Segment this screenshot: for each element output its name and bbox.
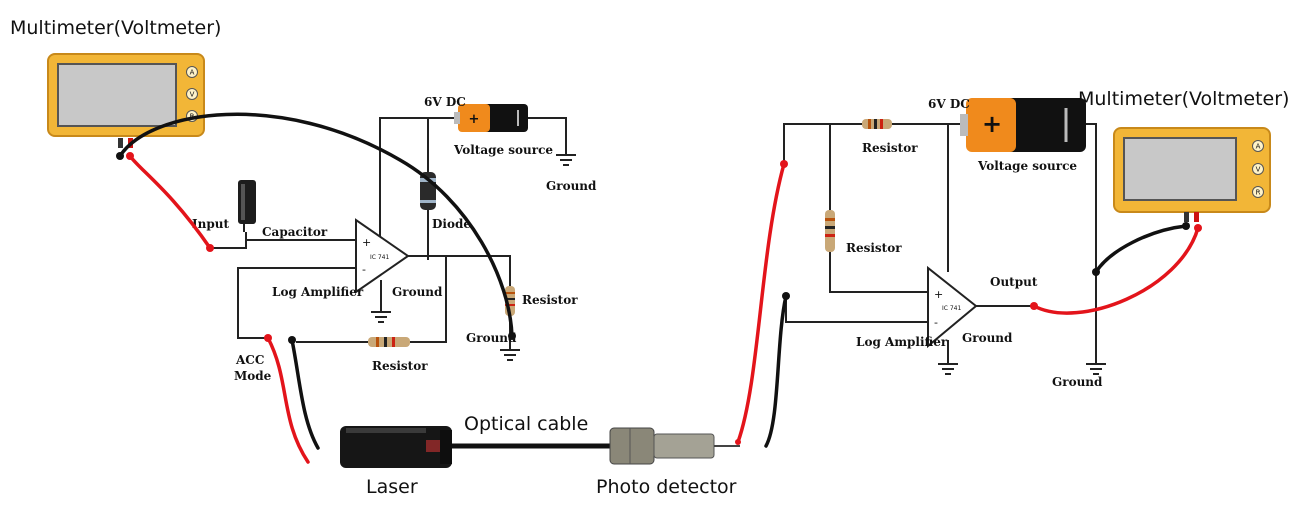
opamp-minus-sign: - <box>934 316 938 329</box>
probe-jack-black <box>1184 212 1189 222</box>
mode-label: Mode <box>234 369 272 383</box>
log-amplifier-label: Log Amplifier <box>856 335 948 349</box>
battery-plus-sign: + <box>469 112 480 127</box>
voltage-source-label: Voltage source <box>453 143 553 157</box>
input-label: Input <box>192 217 229 231</box>
laser <box>340 426 452 468</box>
ground-label: Ground <box>1052 375 1103 389</box>
left-circuit-wires <box>210 117 567 343</box>
resistor-label: Resistor <box>372 359 428 373</box>
ground-label: Ground <box>392 285 443 299</box>
diode-label: Diode <box>432 217 471 231</box>
ground-symbol <box>938 363 958 375</box>
resistor-label: Resistor <box>846 241 902 255</box>
red-detector-lead <box>736 162 786 444</box>
battery-plus-sign: + <box>982 110 1002 138</box>
button-v-label: V <box>190 91 195 99</box>
meter-buttons: A V R <box>186 66 198 122</box>
red-laser-lead <box>266 336 310 464</box>
red-probe-lead <box>128 154 212 250</box>
multimeter-right: A V R <box>1113 127 1271 222</box>
ground-label: Ground <box>466 331 517 345</box>
log-amplifier-label: Log Amplifier <box>272 285 364 299</box>
opamp-plus-sign: + <box>362 236 371 249</box>
right-circuit-labels: 6V DC Resistor Voltage source Resistor O… <box>846 97 1103 389</box>
ground-label: Ground <box>546 179 597 193</box>
multimeter-left-label: Multimeter(Voltmeter) <box>10 17 221 39</box>
voltage-source-label: Voltage source <box>977 159 1077 173</box>
resistor-label: Resistor <box>862 141 918 155</box>
capacitor-label: Capacitor <box>262 225 328 239</box>
black-laser-lead <box>290 338 320 450</box>
resistor-bottom <box>368 337 410 347</box>
red-output-lead <box>1032 226 1200 315</box>
probe-leads <box>116 112 1202 464</box>
photo-detector <box>609 427 740 465</box>
battery-left: + <box>454 104 528 132</box>
button-r-label: R <box>1256 189 1261 197</box>
black-probe-lead <box>118 112 514 338</box>
meter-screen <box>1123 137 1237 201</box>
probe-jack-black <box>118 138 123 148</box>
opamp-ic-label: IC 741 <box>942 305 962 312</box>
meter-screen <box>57 63 177 127</box>
resistor-left <box>825 210 835 252</box>
ground-symbol <box>1086 363 1106 375</box>
opamp-left: + - IC 741 <box>355 218 410 294</box>
battery-right: + <box>960 98 1086 152</box>
photo-detector-label: Photo detector <box>596 476 737 498</box>
opamp-ic-label: IC 741 <box>370 254 390 261</box>
opamp-minus-sign: - <box>362 263 366 276</box>
button-a-label: A <box>1256 143 1261 151</box>
resistor-label: Resistor <box>522 293 578 307</box>
black-ground-lead <box>1094 224 1188 274</box>
multimeter-right-label: Multimeter(Voltmeter) <box>1078 88 1289 110</box>
left-circuit-labels: 6V DC Voltage source Ground Diode Capaci… <box>192 95 597 383</box>
opamp-plus-sign: + <box>934 288 943 301</box>
ground-symbol <box>371 311 391 323</box>
optical-cable-label: Optical cable <box>464 413 588 435</box>
button-v-label: V <box>1256 166 1261 174</box>
laser-label: Laser <box>366 476 418 498</box>
dc-label: 6V DC <box>424 95 466 109</box>
ground-label: Ground <box>962 331 1013 345</box>
resistor-top <box>862 119 892 129</box>
acc-label: ACC <box>235 353 264 367</box>
multimeter-left: A V R <box>47 53 205 148</box>
ground-symbol <box>556 154 576 166</box>
output-label: Output <box>990 275 1038 289</box>
button-a-label: A <box>190 69 195 77</box>
capacitor <box>238 180 256 232</box>
probe-jack-red <box>1194 212 1199 222</box>
opamp-right: + - IC 741 <box>927 265 978 349</box>
black-detector-lead <box>764 294 788 448</box>
dc-label: 6V DC <box>928 97 970 111</box>
